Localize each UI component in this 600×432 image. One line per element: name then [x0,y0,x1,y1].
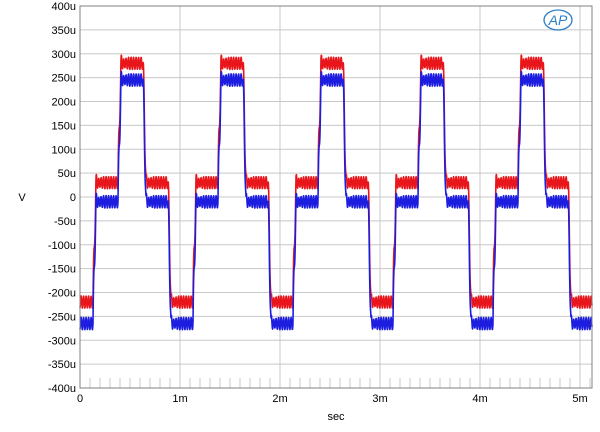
minor-ticks [79,378,591,388]
y-axis-label: V [18,192,26,204]
x-tick-label: 1m [172,393,187,405]
y-tick-label: -50u [54,216,76,228]
y-tick-label: -100u [48,240,76,252]
series-line-2 [79,70,593,331]
series-line-1 [79,54,593,309]
y-tick-label: 150u [52,120,76,132]
y-tick-label: -400u [48,383,76,395]
y-tick-label: -250u [48,311,76,323]
x-tick-label: 5m [572,393,587,405]
y-tick-label: 100u [52,144,76,156]
plot-frame [79,5,593,389]
ap-logo-text: AP [548,12,568,28]
x-tick-label: 2m [272,393,287,405]
y-tick-label: 50u [58,168,76,180]
y-tick-label: 400u [52,1,76,13]
y-tick-label: -350u [48,359,76,371]
ap-logo: AP [543,9,573,31]
y-tick-label: 200u [52,97,76,109]
x-tick-label: 0 [77,393,83,405]
y-tick-label: 350u [52,25,76,37]
y-tick-label: 300u [52,49,76,61]
series-layer [79,54,593,331]
x-axis-label: sec [327,411,345,423]
x-tick-labels: 0 1m 2m 3m 4m 5m [77,393,588,405]
y-tick-label: -300u [48,335,76,347]
x-tick-label: 4m [472,393,487,405]
y-tick-label: -200u [48,288,76,300]
y-tick-labels: 400u 350u 300u 250u 200u 150u 100u 50u 0 -50u -100… [48,1,76,395]
ap-logo-ring [543,9,573,31]
x-tick-label: 3m [372,393,387,405]
y-tick-label: -150u [48,264,76,276]
y-tick-label: 250u [52,73,76,85]
y-tick-label: 0 [70,192,76,204]
